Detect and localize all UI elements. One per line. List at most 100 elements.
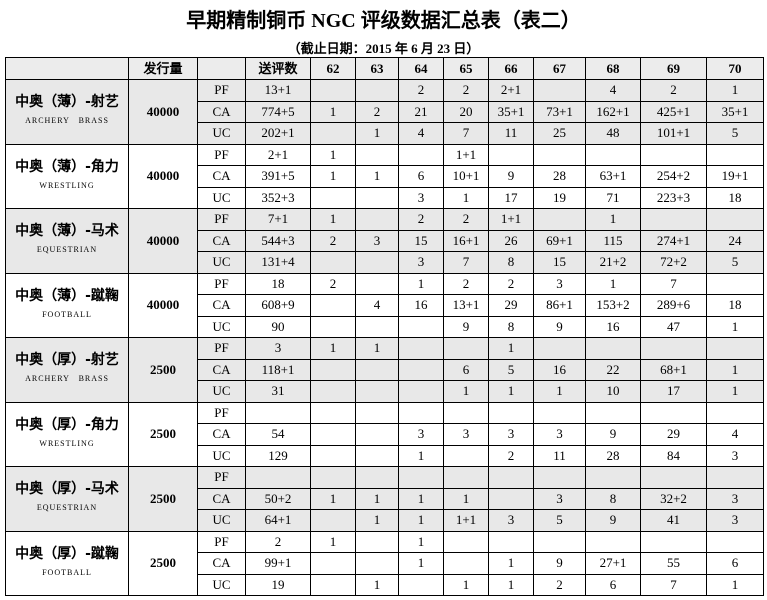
count-cell: 5	[706, 122, 764, 145]
grading-table: 发行量 送评数 62 63 64 65 66 67 68 69 70 中奥（薄）-射艺 ARCHERY …	[5, 57, 764, 596]
count-cell: 3	[488, 423, 534, 446]
grade-cell: PF	[197, 143, 246, 166]
issue-cell: 40000	[128, 272, 198, 338]
count-cell: 2	[310, 229, 356, 252]
grade-cell: CA	[197, 423, 246, 446]
count-cell: 1+1	[488, 208, 534, 231]
coin-name-cell: 中奥（厚）-射艺 ARCHERY BRASS	[5, 337, 129, 403]
count-cell: 25	[533, 122, 586, 145]
grade-cell: PF	[197, 208, 246, 231]
count-cell: 9	[533, 552, 586, 575]
empty-cell	[355, 208, 399, 231]
coin-name-cell: 中奥（厚）-角力 WRESTLING	[5, 401, 129, 467]
count-cell: 1	[310, 337, 356, 360]
count-cell: 86+1	[533, 294, 586, 317]
data-row: UC 19 1 1 1 2 6 7 1	[6, 573, 764, 596]
count-cell: 15	[533, 251, 586, 274]
count-cell: 1	[706, 315, 764, 338]
count-cell: 1	[443, 380, 489, 403]
count-cell: 28	[533, 165, 586, 188]
count-cell: 3	[706, 509, 764, 532]
count-cell: 55	[640, 552, 707, 575]
count-cell: 26	[488, 229, 534, 252]
count-cell: 1	[706, 380, 764, 403]
data-row: 中奥（薄）-射艺 ARCHERY BRASS 40000 PF 13+1 2 2 2+1 4 2 1	[5, 79, 764, 145]
grade-cell: UC	[197, 122, 246, 145]
header-cell	[5, 57, 129, 80]
grade-cell: PF	[197, 79, 246, 102]
empty-cell	[355, 143, 399, 166]
empty-cell	[488, 401, 534, 424]
count-cell: 35+1	[488, 100, 534, 123]
subtitle: （截止日期：2015 年 6 月 23 日）	[287, 41, 480, 56]
grade-cell: UC	[197, 315, 246, 338]
grade-cell: UC	[197, 251, 246, 274]
count-cell: 1	[310, 143, 356, 166]
data-row: 中奥（厚）-蹴鞠 FOOTBALL 2500 PF 2 1 1	[5, 530, 764, 596]
issue-cell: 2500	[128, 337, 198, 403]
empty-cell	[310, 358, 356, 381]
count-cell: 99+1	[245, 552, 311, 575]
empty-cell	[310, 294, 356, 317]
data-row: 中奥（厚）-角力 WRESTLING 2500 PF	[5, 401, 764, 467]
grade-cell: CA	[197, 487, 246, 510]
count-cell: 27+1	[585, 552, 641, 575]
empty-cell	[533, 466, 586, 489]
count-cell: 47	[640, 315, 707, 338]
empty-cell	[706, 466, 764, 489]
count-cell: 41	[640, 509, 707, 532]
data-row: CA 544+3 2 3 15 16+1 26 69+1 115 274+1 24	[6, 229, 764, 252]
count-cell: 254+2	[640, 165, 707, 188]
empty-cell	[355, 530, 399, 553]
grade-cell: PF	[197, 530, 246, 553]
empty-cell	[398, 380, 444, 403]
count-cell: 2	[443, 208, 489, 231]
count-cell: 35+1	[706, 100, 764, 123]
count-cell: 5	[706, 251, 764, 274]
count-cell: 391+5	[245, 165, 311, 188]
count-cell: 153+2	[585, 294, 641, 317]
coin-name: 中奥（厚）-马术	[15, 481, 119, 498]
count-cell: 1	[706, 573, 764, 596]
count-cell: 8	[488, 251, 534, 274]
empty-cell	[706, 337, 764, 360]
coin-name-cell: 中奥（薄）-射艺 ARCHERY BRASS	[5, 79, 129, 145]
empty-cell	[585, 143, 641, 166]
count-cell: 32+2	[640, 487, 707, 510]
count-cell: 274+1	[640, 229, 707, 252]
count-cell: 7+1	[245, 208, 311, 231]
count-cell: 3	[398, 423, 444, 446]
coin-name-en: FOOTBALL	[42, 309, 92, 319]
count-cell: 4	[585, 79, 641, 102]
empty-cell	[355, 251, 399, 274]
count-cell: 48	[585, 122, 641, 145]
data-row: UC 129 1 2 11 28 84 3	[6, 444, 764, 467]
count-cell: 3	[398, 186, 444, 209]
count-cell: 1	[443, 487, 489, 510]
count-cell: 3	[488, 509, 534, 532]
empty-cell	[355, 358, 399, 381]
count-cell: 2	[398, 79, 444, 102]
empty-cell	[640, 208, 707, 231]
empty-cell	[398, 358, 444, 381]
empty-cell	[585, 530, 641, 553]
count-cell: 6	[585, 573, 641, 596]
count-cell: 1	[355, 165, 399, 188]
empty-cell	[310, 122, 356, 145]
count-cell: 6	[443, 358, 489, 381]
grade-cell: UC	[197, 444, 246, 467]
count-cell: 71	[585, 186, 641, 209]
count-cell: 19	[533, 186, 586, 209]
empty-cell	[398, 143, 444, 166]
header-cell: 62	[310, 57, 356, 80]
count-cell: 2+1	[488, 79, 534, 102]
empty-cell	[310, 186, 356, 209]
issue-cell: 40000	[128, 208, 198, 274]
count-cell: 3	[706, 444, 764, 467]
empty-cell	[640, 530, 707, 553]
count-cell: 2	[398, 208, 444, 231]
count-cell: 5	[533, 509, 586, 532]
count-cell: 1	[398, 530, 444, 553]
data-row: 中奥（薄）-角力 WRESTLING 40000 PF 2+1 1 1+1	[5, 143, 764, 209]
count-cell: 69+1	[533, 229, 586, 252]
